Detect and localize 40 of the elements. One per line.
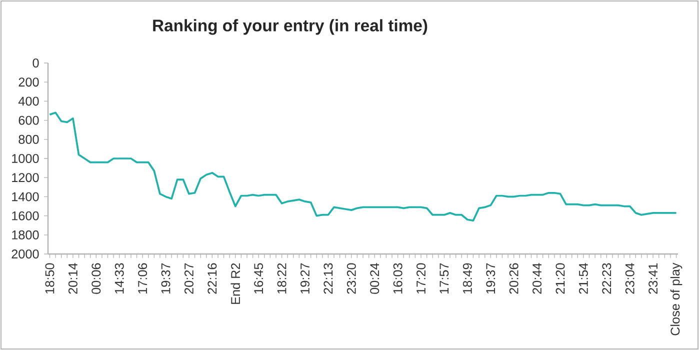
x-tick-label: 19:37 xyxy=(486,263,496,294)
y-tick-label: 800 xyxy=(18,134,39,144)
x-tick-label: 22:16 xyxy=(208,263,217,294)
y-tick-label: 1000 xyxy=(12,154,39,163)
y-tick-label: 1200 xyxy=(12,173,39,182)
x-tick-label: 00:24 xyxy=(370,263,380,294)
x-tick-label: 20:44 xyxy=(532,263,542,294)
x-tick-label: 19:37 xyxy=(161,263,170,294)
x-tick-label: 21:20 xyxy=(556,263,565,294)
x-tick-label: 14:33 xyxy=(114,263,124,294)
x-tick-label: 22:13 xyxy=(324,263,333,294)
x-tick-label: 23:20 xyxy=(346,263,356,294)
x-tick-label: 16:03 xyxy=(393,263,402,294)
y-tick-label: 200 xyxy=(18,78,39,87)
x-tick-label: 20:14 xyxy=(68,263,78,294)
x-tick-label: 17:06 xyxy=(138,263,148,294)
x-tick-label: 18:50 xyxy=(45,263,54,294)
x-tick-label: 19:27 xyxy=(300,263,310,294)
chart-title: Ranking of your entry (in real time) xyxy=(153,19,428,35)
x-tick-label: 23:04 xyxy=(625,263,634,294)
y-tick-label: 0 xyxy=(32,58,39,68)
x-tick-label: 17:57 xyxy=(440,263,449,294)
x-tick-label: 22:23 xyxy=(602,263,612,294)
y-tick-label: 1400 xyxy=(12,192,39,202)
y-tick-label: 600 xyxy=(18,116,39,125)
y-tick-label: 400 xyxy=(18,96,39,106)
x-tick-label: 18:22 xyxy=(277,263,286,294)
x-tick-label: 18:49 xyxy=(462,263,472,294)
x-tick-label: 17:20 xyxy=(416,263,426,294)
x-tick-label: 00:06 xyxy=(92,263,101,294)
x-tick-label: 20:26 xyxy=(509,263,518,294)
y-tick-label: 1800 xyxy=(12,230,39,240)
y-tick-label: 2000 xyxy=(12,250,39,258)
y-tick-label: 1600 xyxy=(12,211,39,220)
x-tick-label: 23:41 xyxy=(648,263,658,294)
x-tick-label: End R2 xyxy=(230,263,240,304)
x-tick-label: 20:27 xyxy=(184,263,194,294)
x-tick-label: Close of play xyxy=(670,262,682,336)
x-tick-label: 16:45 xyxy=(254,263,264,294)
x-tick-label: 21:54 xyxy=(578,263,588,294)
